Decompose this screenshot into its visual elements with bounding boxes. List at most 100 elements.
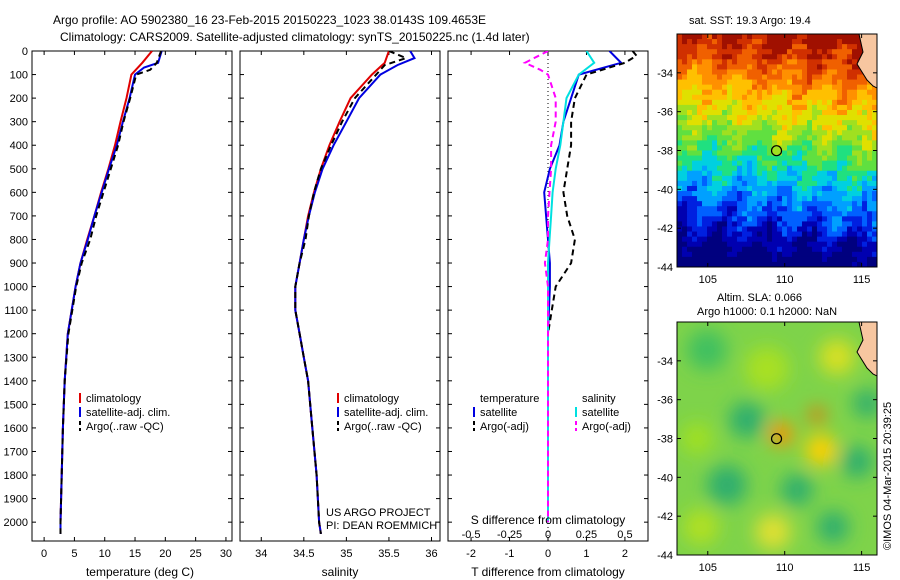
series-group — [294, 51, 416, 535]
y-tick-label: 100 — [10, 70, 28, 82]
map-x-tick-label: 105 — [699, 562, 717, 574]
s-tick-label: 0 — [545, 529, 551, 541]
map-x-tick-label: 115 — [853, 274, 871, 286]
y-tick-label: 0 — [22, 46, 28, 58]
map-x-tick-label: 110 — [776, 274, 794, 286]
map-y-tick-label: -44 — [657, 550, 673, 562]
sla-blob — [745, 346, 789, 391]
x-tick-label: 30 — [220, 548, 232, 560]
sla-blob — [819, 338, 855, 375]
legend-s-argo: Argo(-adj) — [582, 421, 631, 433]
header-line1: Argo profile: AO 5902380_16 23-Feb-2015 … — [53, 13, 486, 27]
sla-field — [677, 322, 877, 555]
temperature-panel: 0100200300400500600700800900100011001200… — [4, 46, 233, 579]
map-y-tick-label: -38 — [657, 146, 673, 158]
coastline — [856, 322, 877, 377]
x-tick-label: 0 — [41, 548, 47, 560]
y-tick-label: 1200 — [4, 329, 28, 341]
s-tick-label: 0.25 — [576, 529, 597, 541]
map-x-tick-label: 105 — [699, 274, 717, 286]
sla-map-panel: 105 110 115 -34 -36 -38 -40 -42 -44 — [657, 321, 878, 574]
sst-field — [677, 34, 877, 267]
x-tick-label: 15 — [129, 548, 141, 560]
t-diff-x-label: T difference from climatology — [471, 565, 625, 579]
y-tick-label: 800 — [10, 234, 28, 246]
sla-blob — [683, 509, 719, 546]
y-tick-label: 600 — [10, 187, 28, 199]
map-y-tick-label: -42 — [657, 511, 673, 523]
sla-blob — [781, 473, 813, 506]
map-x-tick-label: 115 — [853, 562, 871, 574]
legend-satellite-adj: satellite-adj. clim. — [344, 407, 428, 419]
legend-temperature-title: temperature — [480, 393, 539, 405]
annotation-pi: PI: DEAN ROEMMICH — [326, 520, 437, 532]
sla-blob — [805, 434, 837, 467]
legend-t-argo: Argo(-adj) — [480, 421, 529, 433]
credit-text: ©IMOS 04-Mar-2015 20:39:25 — [882, 402, 894, 550]
sla-blob — [707, 465, 747, 506]
x-tick-label: -2 — [466, 548, 476, 560]
x-tick-label: 5 — [71, 548, 77, 560]
legend-climatology: climatology — [344, 393, 400, 405]
legend-salinity-title: salinity — [582, 393, 616, 405]
x-tick-label: -1 — [505, 548, 515, 560]
x-tick-label: 34 — [255, 548, 267, 560]
sla-blob — [769, 421, 793, 446]
sla-blob — [817, 511, 849, 544]
y-tick-label: 200 — [10, 93, 28, 105]
x-tick-label: 1 — [583, 548, 589, 560]
header-line2: Climatology: CARS2009. Satellite-adjuste… — [60, 30, 530, 44]
sla-blobs — [681, 329, 877, 550]
sla-blob — [853, 389, 877, 418]
s-tick-label: 0.5 — [617, 529, 632, 541]
map-y-tick-label: -34 — [657, 356, 673, 368]
legend-t-satellite: satellite — [480, 407, 517, 419]
series-argo-raw-qc — [294, 51, 409, 535]
map-y-tick-label: -44 — [657, 262, 673, 274]
y-tick-label: 900 — [10, 258, 28, 270]
sla-map-title-line1: Altim. SLA: 0.066 — [717, 292, 802, 304]
y-tick-label: 1800 — [4, 470, 28, 482]
s-tick-label: -0.25 — [497, 529, 522, 541]
series-group — [522, 51, 639, 541]
legend-s-satellite: satellite — [582, 407, 619, 419]
y-tick-label: 1400 — [4, 376, 28, 388]
x-tick-label: 2 — [622, 548, 628, 560]
salinity-x-label: salinity — [322, 565, 359, 579]
map-y-tick-label: -38 — [657, 434, 673, 446]
x-tick-label: 25 — [190, 548, 202, 560]
series-satellite-adj-clim — [59, 51, 163, 534]
series-group — [59, 51, 163, 534]
legend-argo: Argo(..raw -QC) — [344, 421, 422, 433]
series-t-argo-adj — [547, 51, 639, 523]
sla-blob — [841, 445, 873, 478]
y-tick-label: 400 — [10, 140, 28, 152]
plot-frame — [31, 50, 233, 542]
sla-blob — [809, 407, 825, 424]
argo-position-marker — [770, 433, 783, 445]
temperature-x-label: temperature (deg C) — [86, 565, 194, 579]
map-x-tick-label: 110 — [776, 562, 794, 574]
y-tick-label: 1600 — [4, 423, 28, 435]
sla-blob — [681, 422, 713, 455]
map-y-tick-label: -40 — [657, 184, 673, 196]
map-y-tick-label: -34 — [657, 68, 673, 80]
y-tick-label: 1000 — [4, 282, 28, 294]
x-tick-label: 35.5 — [378, 548, 399, 560]
map-y-tick-label: -40 — [657, 472, 673, 484]
y-tick-label: 300 — [10, 117, 28, 129]
legend-argo: Argo(..raw -QC) — [86, 421, 164, 433]
sla-map-title-line2: Argo h1000: 0.1 h2000: NaN — [697, 306, 837, 318]
map-y-tick-label: -42 — [657, 223, 673, 235]
series-argo-raw-qc — [59, 51, 163, 534]
legend-satellite-adj: satellite-adj. clim. — [86, 407, 170, 419]
sla-blob — [687, 329, 727, 370]
x-tick-label: 34.5 — [293, 548, 314, 560]
argo-position-marker — [770, 145, 783, 157]
x-tick-label: 35 — [340, 548, 352, 560]
salinity-panel: 34 34.5 35 35.5 36 salinity climatology satelli… — [239, 50, 441, 579]
y-tick-label: 2000 — [4, 517, 28, 529]
x-tick-label: 10 — [99, 548, 111, 560]
